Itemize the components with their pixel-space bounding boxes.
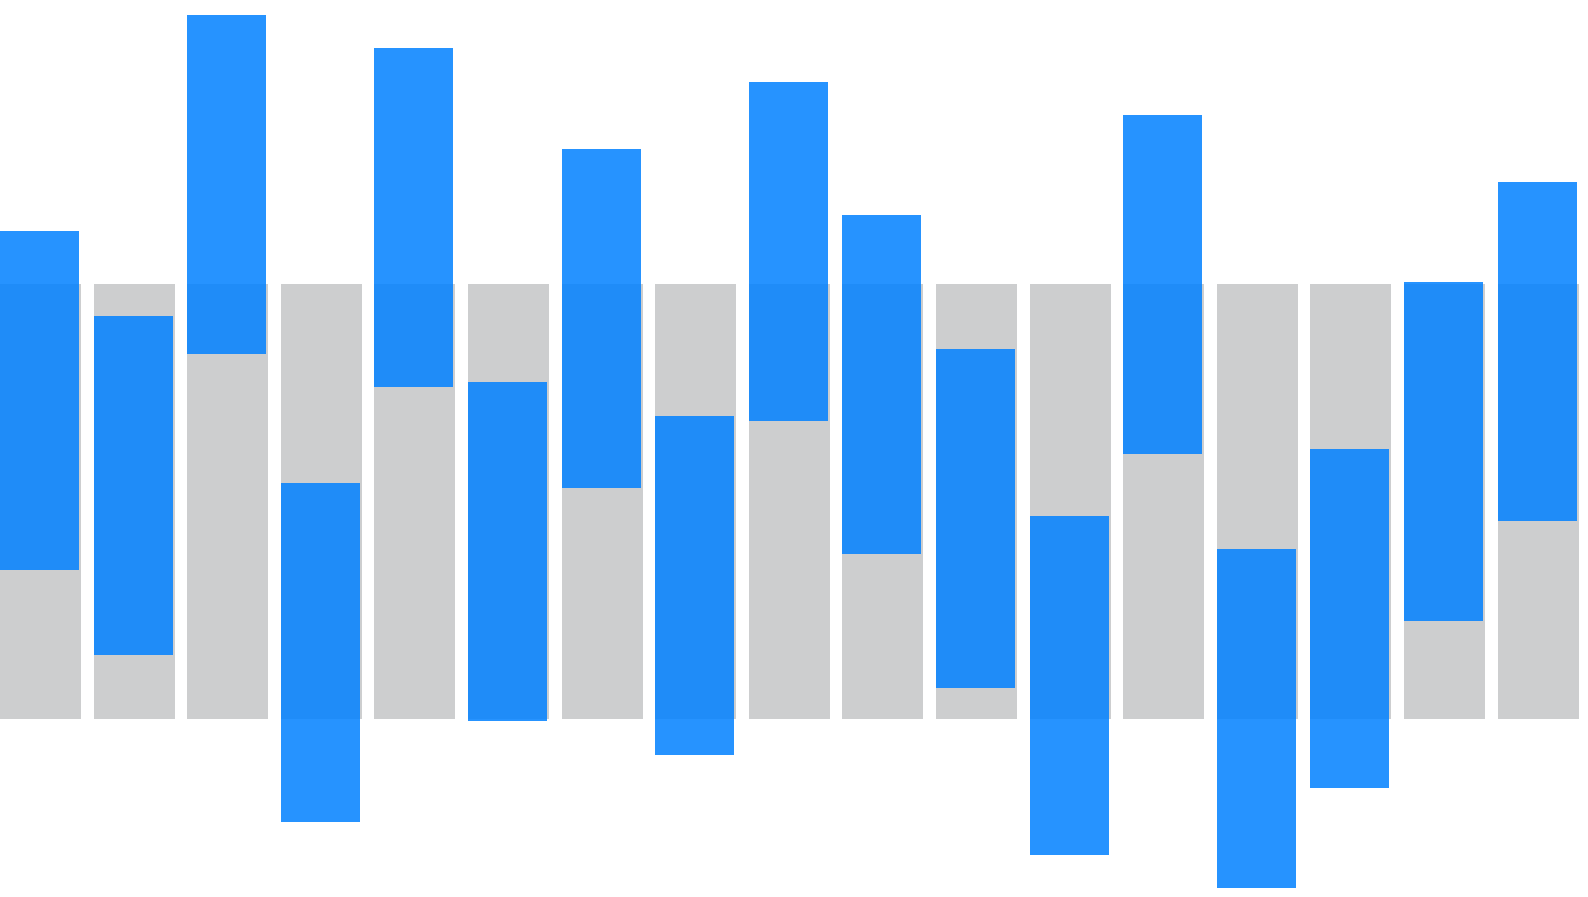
value-bar: [1216, 549, 1296, 888]
value-bar: [561, 149, 641, 488]
bar-track: [187, 284, 269, 719]
value-bar: [1123, 115, 1203, 454]
bar-column: [1310, 0, 1392, 897]
bar-column: [374, 0, 456, 897]
bar-column: [655, 0, 737, 897]
value-bar: [374, 48, 454, 387]
bar-column: [1029, 0, 1111, 897]
bar-column: [468, 0, 549, 897]
value-bar: [280, 483, 360, 822]
bar-column: [561, 0, 643, 897]
bar-column: [748, 0, 830, 897]
value-bar: [842, 215, 922, 554]
bar-column: [93, 0, 175, 897]
value-bar: [0, 231, 79, 570]
value-bar: [936, 349, 1015, 688]
bar-column: [0, 0, 81, 897]
bar-column: [1497, 0, 1579, 897]
value-bar: [748, 82, 828, 421]
bar-column: [280, 0, 362, 897]
bar-column: [187, 0, 269, 897]
value-bar: [468, 382, 547, 721]
value-bar: [93, 316, 173, 655]
value-bar: [655, 416, 735, 755]
bar-column: [936, 0, 1017, 897]
bar-column: [1404, 0, 1485, 897]
value-bar: [1029, 516, 1109, 855]
value-bar: [1310, 449, 1390, 788]
bar-column: [1123, 0, 1205, 897]
value-bar: [187, 15, 267, 354]
bar-column: [1216, 0, 1298, 897]
bar-column: [842, 0, 924, 897]
value-bar: [1404, 282, 1483, 621]
value-bar: [1497, 182, 1577, 521]
